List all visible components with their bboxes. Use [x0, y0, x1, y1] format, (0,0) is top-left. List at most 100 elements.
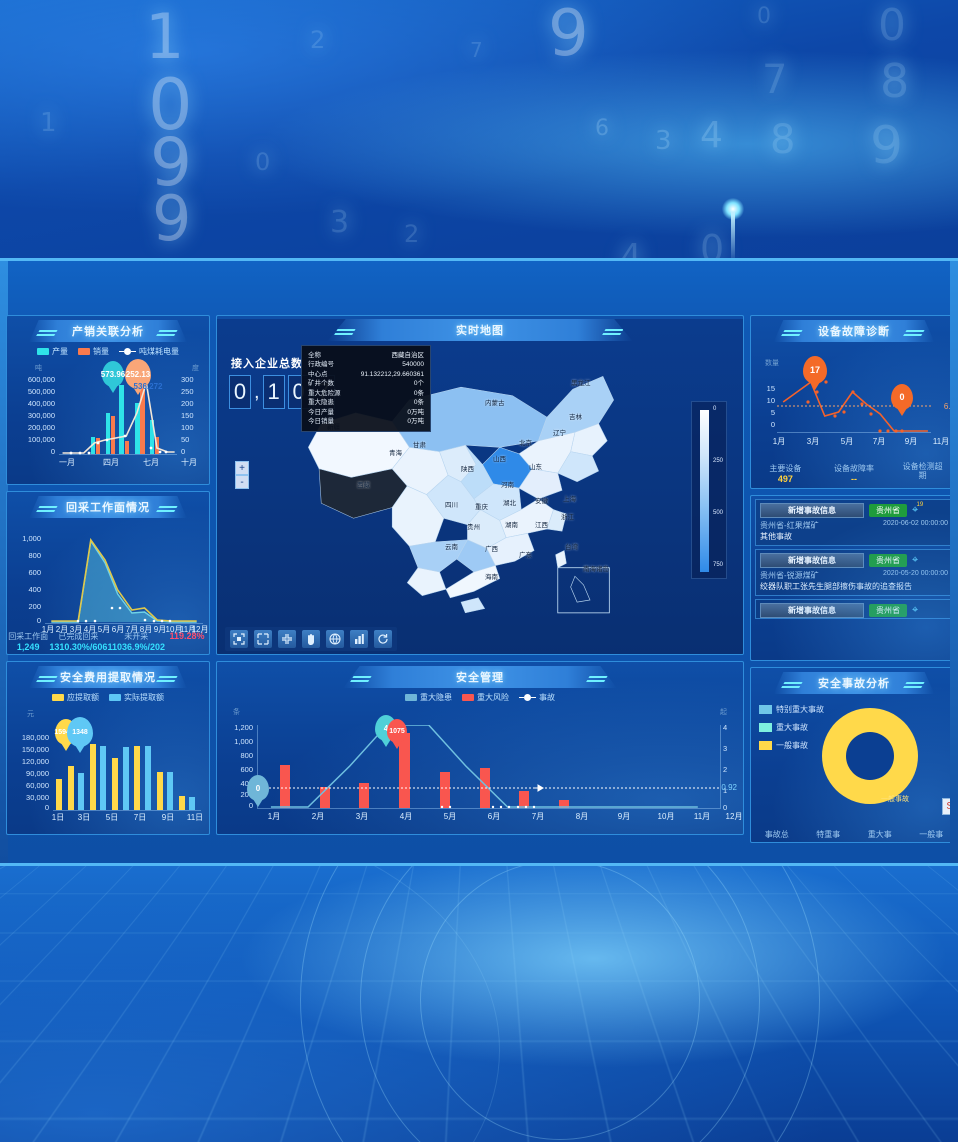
china-map-svg[interactable]: [289, 357, 633, 615]
stat-cell: 设备故障率 --: [834, 464, 874, 484]
stat-cell: 主要设备 497: [769, 464, 802, 484]
map-toolbar[interactable]: [225, 627, 397, 651]
province-badge: 贵州省: [869, 554, 907, 567]
chart-accident-analysis: 特别重大事故 重大事故 一般事故: [751, 694, 957, 824]
tooltip-key: 矿井个数: [308, 380, 334, 388]
province-badge: 贵州省: [869, 504, 907, 517]
province-label: 云南: [445, 544, 458, 551]
map-zoom-controls[interactable]: + -: [235, 461, 249, 489]
background-top-digits: 1 0 9 9 9 4 3 6 0 8 9 7 8 0 3 2 4 0 2 7 …: [0, 0, 958, 262]
province-label: 辽宁: [553, 430, 566, 437]
panel-realtime-map: 实时地图 接入企业总数 0 , 1 0 7 +: [216, 315, 744, 655]
tooltip-key: 全称: [308, 352, 321, 359]
tooltip-value: 91.132212,29.660361: [360, 370, 424, 378]
zoom-in-button[interactable]: +: [235, 461, 249, 475]
donut-chart: [822, 708, 919, 805]
chart-safety-fee: 元 180,000 150,000 120,000 90,000 60,000 …: [21, 711, 204, 822]
stat-cell: 回采工作面 1,249: [8, 632, 49, 652]
map-color-legend: 0 250 500 750: [691, 401, 727, 579]
panel-title-device-diagnosis: 设备故障诊断: [773, 320, 935, 342]
hand-pan-icon[interactable]: [302, 630, 320, 648]
province-label: 湖北: [503, 500, 516, 507]
balloon-marker: 1075: [387, 719, 407, 743]
bar-chart-icon[interactable]: [350, 630, 368, 648]
province-label: 北京: [519, 440, 532, 447]
tooltip-key: 重大危险源: [308, 389, 341, 397]
footer-stats-mining-face: 回采工作面 1,249 已完成回采 1310.30%/606 未开采 11036…: [7, 631, 209, 652]
list-item[interactable]: 新增事故信息 贵州省 ⌖ 贵州省-锐源煤矿 2020-05-20 00:00:0…: [755, 549, 953, 596]
location-pin-icon: ⌖: [912, 604, 919, 616]
event-tag: 新增事故信息: [760, 553, 864, 568]
stat-cell: 重大事: [867, 830, 892, 839]
footer-stats-device: 主要设备 497 设备故障率 -- 设备检测超期: [751, 462, 957, 484]
legend-tick: 750: [713, 562, 724, 568]
shrink-icon[interactable]: [278, 630, 296, 648]
province-label: 重庆: [475, 504, 488, 511]
donut-callout-label: 一般事故: [881, 796, 909, 803]
threshold-label: 0.92: [721, 783, 737, 792]
province-label: 青海: [389, 450, 402, 457]
legend-label: 重大隐患: [420, 693, 452, 702]
panel-title-safety-fee: 安全费用提取情况: [29, 666, 187, 688]
province-label: 南海诸岛: [583, 566, 609, 573]
tooltip-value: 0个: [413, 380, 424, 388]
balloon-marker: 0: [891, 384, 913, 410]
legend-label: 一般事故: [776, 741, 808, 750]
panel-accident-analysis: 安全事故分析 特别重大事故 重大事故: [750, 667, 958, 843]
chart-mining-face: 1,000 800 600 400 200 0: [22, 534, 209, 634]
tooltip-key: 今日产量: [308, 408, 334, 416]
province-label: 安徽: [535, 498, 548, 505]
counter-comma: ,: [254, 380, 260, 403]
balloon-marker: 252.13: [125, 359, 151, 389]
dashboard-board: 产销关联分析 产量 销量 吨煤耗电量 吨 度 6: [6, 315, 958, 843]
legend-accident-analysis: 特别重大事故 重大事故 一般事故: [759, 704, 824, 751]
globe-icon[interactable]: [326, 630, 344, 648]
tooltip-key: 今日销量: [308, 417, 334, 425]
panel-safety-management: 安全管理 重大隐患 重大风险 事故 条 起 1,: [216, 661, 744, 835]
panel-title-accident-analysis: 安全事故分析: [773, 672, 935, 694]
legend-label: 应提取额: [67, 693, 99, 702]
counter-digit: 1: [262, 375, 285, 409]
panel-safety-fee: 安全费用提取情况 应提取额 实际提取额 元 180,000 150,000 12: [6, 661, 210, 835]
list-item[interactable]: 新增事故信息 贵州省 ⌖ 19 贵州省-红果煤矿 2020-06-02 00:00…: [755, 499, 953, 546]
location-pin-icon: ⌖: [912, 554, 919, 566]
counter-title: 接入企业总数: [231, 358, 303, 370]
panel-title-mining-face: 回采工作面情况: [29, 496, 187, 518]
refresh-icon[interactable]: [374, 630, 392, 648]
event-description: 绞器队职工张先生腿部擦伤事故的追查报告: [760, 582, 912, 591]
legend-label: 事故: [539, 693, 555, 702]
province-label: 江西: [535, 522, 548, 529]
province-label: 浙江: [561, 514, 574, 521]
background-bottom-grid: [0, 860, 958, 1142]
legend-label: 产量: [52, 347, 68, 356]
tooltip-value: 540000: [402, 361, 424, 369]
province-badge: 贵州省: [869, 604, 907, 617]
mine-name: 贵州省-红果煤矿: [760, 521, 819, 530]
province-label: 西藏: [357, 482, 370, 489]
province-label: 黑龙江: [571, 380, 591, 387]
province-label: 山东: [529, 464, 542, 471]
zoom-out-button[interactable]: -: [235, 475, 249, 489]
province-label: 河南: [501, 482, 514, 489]
right-column: 设备故障诊断 数量 15 10 5 0: [750, 315, 958, 843]
expand-icon[interactable]: [254, 630, 272, 648]
map-tooltip: 全称 西藏自治区 行政编号 540000 中心点 91.132212,29.66036…: [301, 345, 431, 433]
dashboard-frame: 产销关联分析 产量 销量 吨煤耗电量 吨 度 6: [0, 258, 958, 866]
list-item[interactable]: 新增事故信息 贵州省 ⌖: [755, 599, 953, 619]
province-label: 贵州: [467, 524, 480, 531]
counter-digit: 0: [229, 375, 251, 409]
province-label: 广西: [485, 546, 498, 553]
province-label: 甘肃: [413, 442, 426, 449]
map-canvas[interactable]: 实时地图 接入企业总数 0 , 1 0 7 +: [217, 319, 743, 654]
side-action-button[interactable]: S: [942, 798, 957, 815]
panel-accident-events: 新增事故信息 贵州省 ⌖ 19 贵州省-红果煤矿 2020-06-02 00:00…: [750, 495, 958, 661]
stat-cell: 设备检测超期: [902, 462, 943, 480]
select-area-icon[interactable]: [230, 630, 248, 648]
province-label: 陕西: [461, 466, 474, 473]
legend-tick: 250: [713, 458, 724, 464]
panel-title-safety-management: 安全管理: [343, 666, 617, 688]
legend-label: 销量: [93, 347, 109, 356]
panel-mining-face: 回采工作面情况 1,000 800 600 400 200 0: [6, 491, 210, 655]
tooltip-value: 0条: [413, 389, 424, 397]
province-label: 海南: [485, 574, 498, 581]
